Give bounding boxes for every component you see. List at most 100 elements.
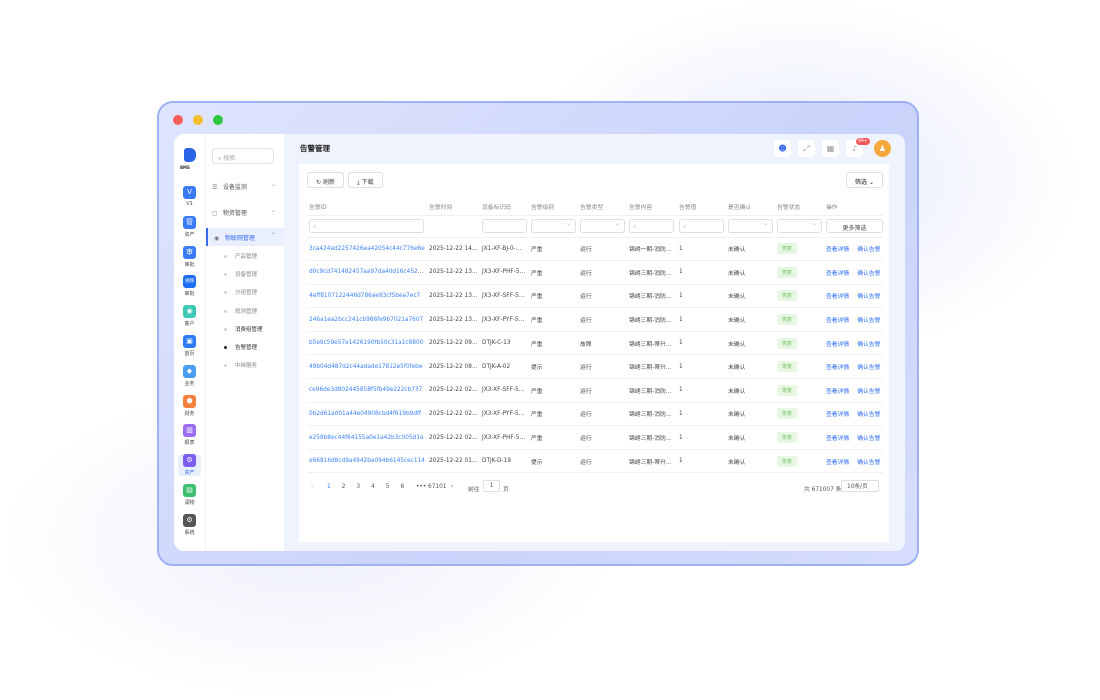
- minimize-window-button[interactable]: [193, 115, 203, 125]
- rail-item[interactable]: ◉ 客户: [178, 305, 201, 327]
- menu-materials[interactable]: ▢ 物资管理 ⌄: [206, 203, 285, 221]
- value-search-input[interactable]: ⌕: [679, 219, 724, 233]
- content-search-input[interactable]: ⌕: [629, 219, 674, 233]
- page-number[interactable]: 2: [341, 484, 346, 490]
- table-cell: DTJK-A-02: [480, 354, 529, 380]
- alarm-id-link[interactable]: ce96de3d802445858f5fb49e222cb737: [309, 387, 423, 394]
- alarm-id-link[interactable]: d0c9cd741482457aa97da40d16c45206: [309, 269, 426, 276]
- page-number[interactable]: 1: [327, 484, 331, 490]
- rail-item-label: 资产: [184, 231, 195, 238]
- close-window-button[interactable]: [173, 115, 183, 125]
- confirm-alarm-link[interactable]: 确认告警: [857, 341, 881, 348]
- apps-grid-icon[interactable]: ▦: [822, 140, 839, 157]
- rail-item[interactable]: 审审批: [178, 245, 201, 268]
- status-select[interactable]: [777, 219, 822, 233]
- page-number[interactable]: 5: [385, 484, 390, 490]
- notification-bell-icon[interactable]: ♪ 99+: [846, 138, 870, 157]
- rail-item[interactable]: ⚙ 资产: [178, 454, 201, 477]
- maximize-window-button[interactable]: [213, 115, 223, 125]
- view-details-link[interactable]: 查看详情: [826, 436, 850, 443]
- alarm-id-link[interactable]: 4eff8107122446d786ae93cf5bea7ec7: [309, 292, 421, 299]
- confirm-alarm-link[interactable]: 确认告警: [857, 459, 881, 466]
- table-cell: JX3-XF-PHF-5…: [480, 425, 529, 450]
- column-header: 告警值: [677, 198, 726, 216]
- table-cell: 1: [677, 449, 726, 474]
- rail-item-label: 报表: [184, 440, 195, 447]
- view-details-link[interactable]: 查看详情: [826, 459, 850, 466]
- level-select[interactable]: [531, 219, 576, 233]
- alarm-id-link[interactable]: 49b04d487d2c44adade17812e5f0febe: [309, 363, 423, 370]
- download-button[interactable]: ⤓ 下载: [348, 172, 383, 188]
- filter-button[interactable]: 筛选 ⌄: [846, 172, 883, 188]
- goto-page-input[interactable]: 1: [483, 480, 500, 492]
- submenu-item[interactable]: 设备管理: [224, 270, 257, 278]
- view-details-link[interactable]: 查看详情: [826, 318, 850, 325]
- table-cell: 未确认: [726, 260, 775, 285]
- submenu-item[interactable]: 告警管理: [224, 343, 257, 351]
- more-filter-button[interactable]: 更多筛选: [826, 219, 883, 233]
- submenu-item[interactable]: 产品管理: [224, 252, 257, 260]
- alarm-id-link[interactable]: e258b8ec44f64155a0e1a42b3c005d1a: [309, 434, 424, 441]
- column-header: 告警状态: [775, 198, 824, 216]
- confirm-alarm-link[interactable]: 确认告警: [857, 436, 881, 443]
- view-details-link[interactable]: 查看详情: [826, 365, 850, 372]
- prev-page-icon[interactable]: ‹: [311, 484, 314, 490]
- rail-app-icon: 审: [183, 245, 196, 259]
- table-cell: 提示: [529, 449, 578, 474]
- rail-item[interactable]: ◆ 业务: [178, 364, 201, 387]
- confirm-alarm-link[interactable]: 确认告警: [857, 270, 881, 277]
- alarm-id-search-input[interactable]: ⌕: [309, 219, 424, 233]
- confirm-alarm-link[interactable]: 确认告警: [857, 247, 881, 254]
- submenu-item[interactable]: 分组管理: [224, 288, 257, 296]
- alarm-id-link[interactable]: 3ca424ad2257426ea42054c44c776e6e: [309, 245, 425, 252]
- view-details-link[interactable]: 查看详情: [826, 412, 850, 419]
- table-row: ce96de3d802445858f5fb49e222cb737 2025-12-…: [307, 378, 883, 403]
- view-details-link[interactable]: 查看详情: [826, 341, 850, 348]
- rail-item[interactable]: ▣ 首页: [178, 335, 201, 357]
- view-details-link[interactable]: 查看详情: [826, 294, 850, 301]
- column-header: 是否确认: [726, 198, 775, 216]
- view-details-link[interactable]: 查看详情: [826, 388, 850, 395]
- table-cell: 严重: [529, 284, 578, 309]
- fullscreen-icon[interactable]: ⤢: [798, 140, 815, 157]
- view-details-link[interactable]: 查看详情: [826, 270, 850, 277]
- alarm-id-link[interactable]: e66816d8cd9a4942ba094b6145cec114: [309, 458, 425, 465]
- alarm-id-link[interactable]: b5e9c59e57e1426190fb50c31a1c8800: [309, 340, 424, 347]
- alarm-id-link[interactable]: 246a1ea2bcc241cb986fe9b7021a7607: [309, 316, 424, 323]
- next-page-icon[interactable]: ›: [451, 484, 454, 490]
- rail-item-label: 润物: [184, 500, 195, 506]
- rail-item[interactable]: 视频 审批: [178, 275, 201, 297]
- assistant-icon[interactable]: ☻: [774, 140, 791, 157]
- rail-item[interactable]: ⬢ 财务: [178, 394, 201, 417]
- page-number[interactable]: 6: [400, 484, 405, 490]
- rail-item[interactable]: V V1: [178, 186, 201, 207]
- page-number[interactable]: 4: [371, 484, 375, 490]
- page-number[interactable]: 3: [356, 484, 361, 490]
- pagination-ellipsis[interactable]: •••: [416, 484, 427, 490]
- confirm-alarm-link[interactable]: 确认告警: [857, 365, 881, 372]
- sidebar-search-input[interactable]: ⌕ 搜索: [212, 148, 274, 164]
- view-details-link[interactable]: 查看详情: [826, 247, 850, 254]
- confirmed-select[interactable]: [728, 219, 773, 233]
- submenu-item[interactable]: 中继服务: [224, 361, 257, 369]
- submenu-item[interactable]: 规则管理: [224, 307, 257, 315]
- refresh-button[interactable]: ↻ 刷新: [307, 172, 344, 188]
- menu-iot[interactable]: ◉ 物联网管理 ⌃: [206, 228, 285, 246]
- rail-item[interactable]: ⚙ 系统: [178, 513, 201, 536]
- type-select[interactable]: [580, 219, 625, 233]
- page-unit: 页: [503, 487, 509, 493]
- rail-item[interactable]: ▤ 润物: [178, 484, 201, 506]
- confirm-alarm-link[interactable]: 确认告警: [857, 318, 881, 325]
- rail-item[interactable]: ▥ 报表: [178, 424, 201, 446]
- rail-item[interactable]: 管资产: [178, 215, 201, 238]
- device-code-input[interactable]: [482, 219, 527, 233]
- avatar[interactable]: ♟: [874, 140, 891, 157]
- alarm-id-link[interactable]: 0b2d61ad01a44e04908cbd4f619b9dff: [309, 410, 422, 417]
- confirm-alarm-link[interactable]: 确认告警: [857, 412, 881, 419]
- confirm-alarm-link[interactable]: 确认告警: [857, 388, 881, 395]
- menu-device-monitor[interactable]: ☰ 设备监测 ⌄: [206, 177, 285, 195]
- submenu-item[interactable]: 消费组管理: [224, 325, 263, 333]
- page-size-select[interactable]: 10条/页: [841, 480, 879, 492]
- confirm-alarm-link[interactable]: 确认告警: [857, 294, 881, 301]
- page-last[interactable]: 67101: [428, 484, 447, 490]
